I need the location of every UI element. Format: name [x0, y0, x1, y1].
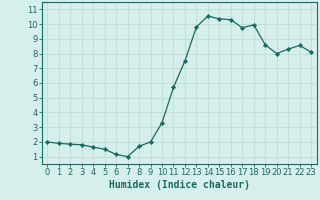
X-axis label: Humidex (Indice chaleur): Humidex (Indice chaleur) — [109, 180, 250, 190]
